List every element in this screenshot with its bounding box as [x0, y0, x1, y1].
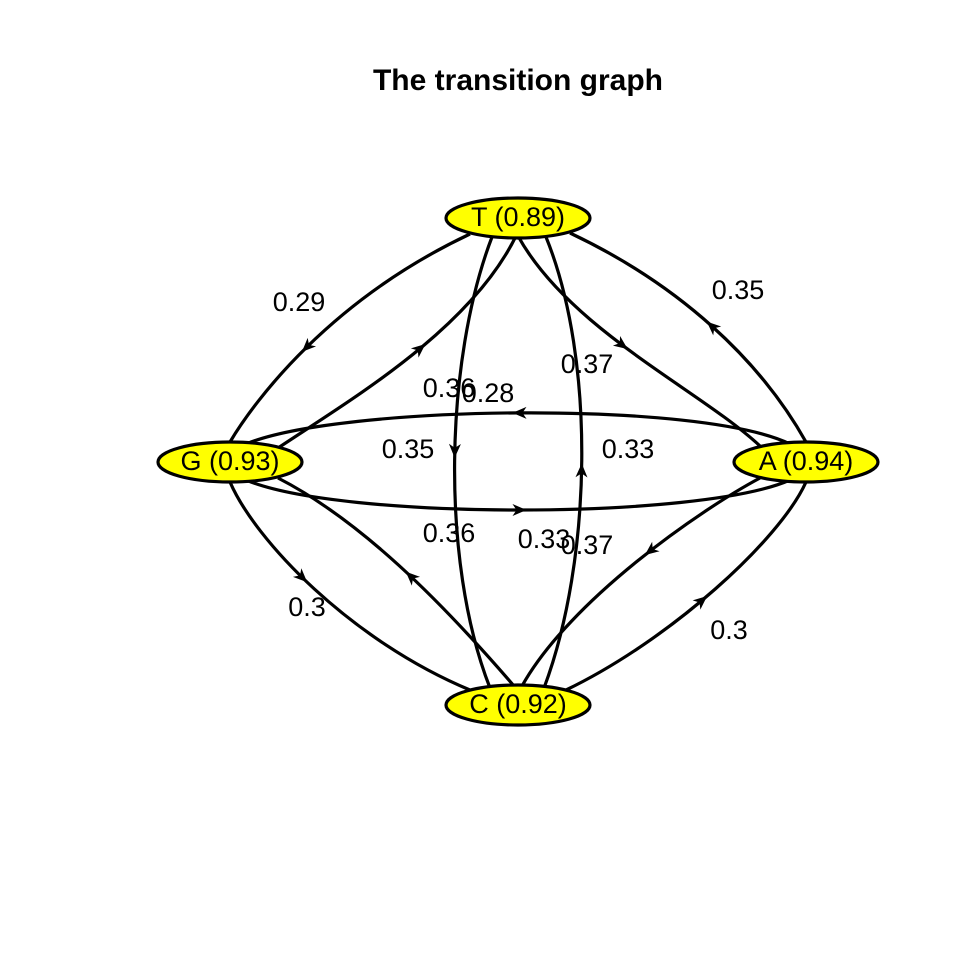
edge-c-to-a [565, 481, 808, 692]
arrowhead-g-to-c [292, 568, 308, 583]
node-t-label: T (0.89) [471, 202, 565, 232]
edge-label-c-to-t: 0.33 [602, 434, 655, 464]
arrowhead-t-to-g [301, 337, 317, 352]
arrowhead-c-to-a [692, 596, 708, 610]
edge-label-t-to-g: 0.29 [273, 287, 326, 317]
edge-a-to-t [569, 231, 808, 443]
edge-label-t-to-c: 0.35 [382, 434, 435, 464]
edge-label-c-to-a: 0.3 [710, 615, 748, 645]
arrowhead-a-to-c [644, 541, 660, 556]
edge-label-t-to-a: 0.37 [561, 349, 614, 379]
node-a: A (0.94) [732, 440, 880, 484]
edge-label-g-to-a: 0.33 [518, 524, 571, 554]
edge-label-g-to-c: 0.3 [288, 592, 326, 622]
arrowhead-t-to-c [448, 443, 461, 458]
edge-labels-layer: 0.29 0.35 0.36 0.37 0.28 0.35 0.33 0.33 0.36 0.37… [273, 275, 765, 645]
edge-a-to-g [245, 411, 791, 446]
node-c: C (0.92) [444, 683, 592, 727]
node-a-label: A (0.94) [759, 446, 854, 476]
arrowhead-t-to-a [612, 335, 628, 350]
edge-c-to-t [542, 236, 584, 689]
node-g: G (0.93) [156, 440, 304, 484]
arrowhead-g-to-a [512, 504, 527, 517]
edge-a-to-c [520, 476, 761, 687]
edge-label-g-to-t: 0.36 [423, 373, 476, 403]
node-g-shape [156, 440, 304, 484]
arrowhead-c-to-g [405, 571, 421, 586]
graph-title: The transition graph [373, 64, 663, 97]
arrowhead-a-to-g [512, 406, 527, 419]
edge-c-to-g [277, 476, 516, 688]
edge-t-to-a [516, 235, 762, 448]
edge-t-to-c [453, 236, 494, 689]
edge-label-a-to-c: 0.37 [561, 530, 614, 560]
nodes-layer: T (0.89) A (0.94) G (0.93) C (0.92) [156, 196, 880, 727]
arrowhead-c-to-t [575, 463, 588, 478]
node-g-label: G (0.93) [180, 446, 279, 476]
arrowhead-a-to-t [706, 321, 722, 336]
node-t: T (0.89) [444, 196, 592, 240]
node-c-shape [444, 683, 592, 727]
node-a-shape [732, 440, 880, 484]
edge-g-to-a [245, 478, 791, 512]
node-c-label: C (0.92) [469, 689, 567, 719]
node-t-shape [444, 196, 592, 240]
arrowhead-g-to-t [410, 344, 426, 358]
edge-label-a-to-g: 0.28 [462, 378, 515, 408]
edges-layer [228, 231, 808, 692]
edge-g-to-c [228, 481, 471, 692]
edge-label-c-to-g: 0.36 [423, 518, 476, 548]
edge-label-a-to-t: 0.35 [712, 275, 765, 305]
